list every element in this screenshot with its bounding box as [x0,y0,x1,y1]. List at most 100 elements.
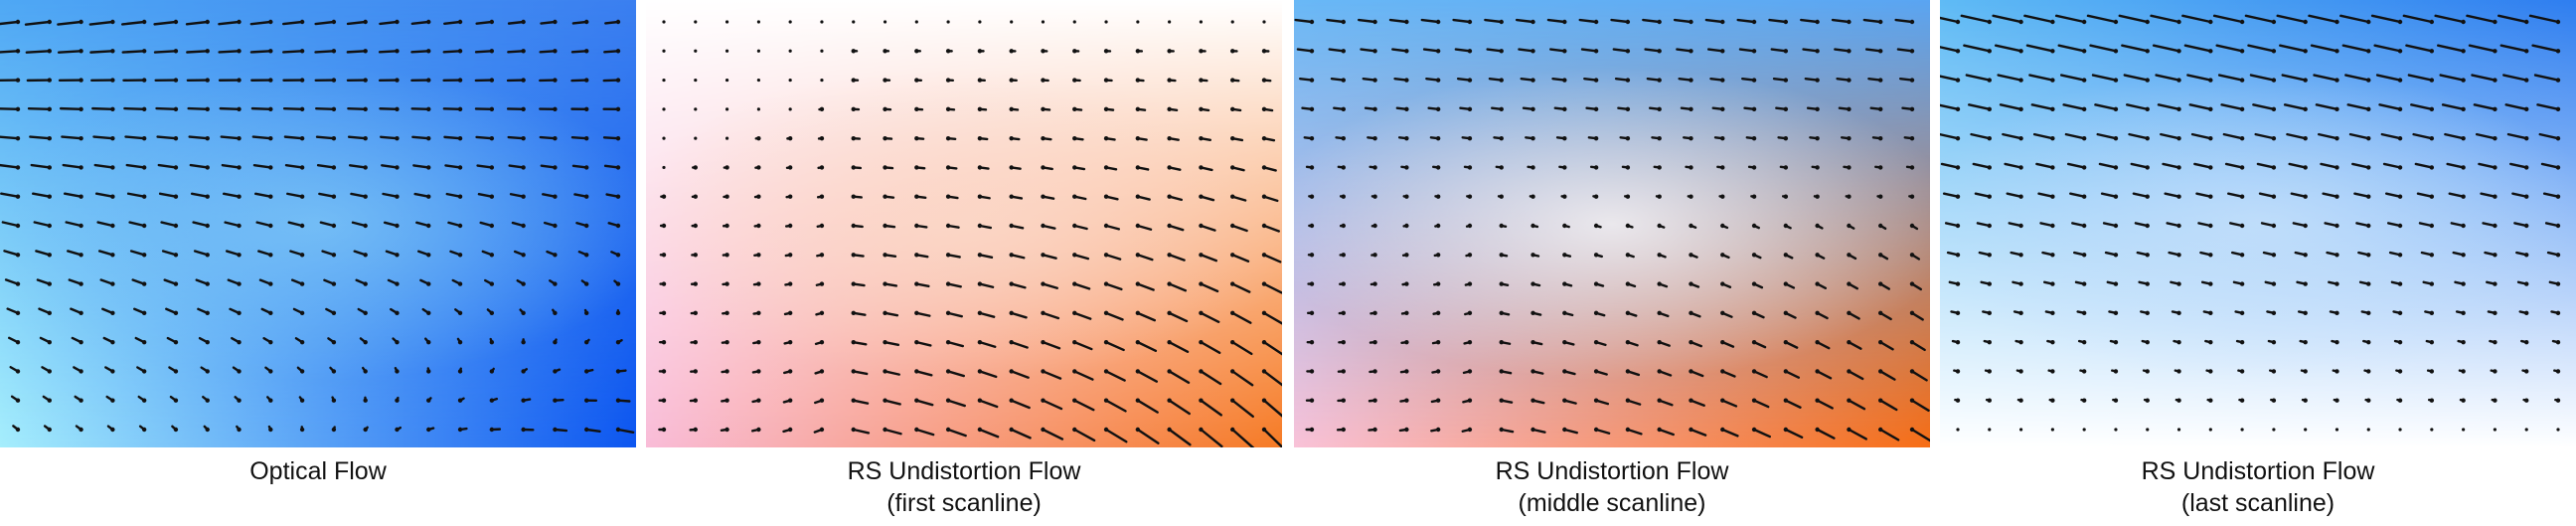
flow-arrow-head [2493,19,2497,25]
flow-arrow-head [1435,427,1441,433]
flow-arrow-head [1467,165,1473,170]
flow-arrow-head [1103,78,1109,83]
flow-arrow-head [1987,106,1992,112]
flow-arrow-head [1404,369,1409,374]
flow-arrow-head [1720,78,1725,83]
flow-arrow [1992,14,2022,24]
flow-arrow-head [79,339,83,345]
flow-arrow [249,50,272,54]
flow-arrow-head [457,398,463,403]
flow-arrow-head [1847,49,1852,54]
flow-arrow-head [110,369,115,374]
flow-arrow-head [110,165,115,170]
flow-arrow-head [1230,165,1235,170]
flow-arrow-head [553,19,558,25]
flow-dot [1136,20,1140,24]
flow-arrow-head [1341,281,1346,286]
flow-arrow-head [1230,49,1235,54]
flow-arrow-head [1657,78,1662,83]
flow-arrow-head [1783,369,1789,374]
flow-arrow-head [1103,310,1109,316]
flow-arrow-head [489,339,495,345]
flow-arrow-head [79,165,83,170]
flow-arrow-head [1261,398,1267,403]
flow-arrow [1752,370,1768,379]
flow-arrow-head [1499,427,1504,433]
flow-arrow-head [2429,165,2435,170]
flow-arrow-head [2239,19,2245,25]
flow-arrow [1136,428,1160,444]
flow-arrow-head [2018,49,2023,54]
flow-arrow [1136,224,1153,231]
flow-arrow [62,163,82,169]
flow-arrow-head [1341,253,1346,258]
flow-arrow [89,50,114,54]
flow-arrow-head [2429,78,2435,83]
flow-arrow-head [363,369,368,374]
flow-arrow-head [1467,369,1473,374]
flow-arrow-head [1499,398,1504,403]
flow-arrow-head [299,223,305,229]
flow-arrow [2536,103,2560,111]
flow-arrow-head [1530,310,1535,316]
flow-arrow-head [553,135,558,141]
flow-arrow-head [584,339,589,345]
flow-arrow-head [2271,339,2277,345]
flow-dot [1104,20,1108,24]
flow-arrow-head [1847,19,1852,25]
flow-arrow-head [237,194,242,199]
flow-arrow-head [331,339,337,345]
flow-arrow-head [2555,78,2561,83]
flow-arrow-head [1955,165,1961,170]
flow-arrow [128,221,146,228]
flow-arrow-head [584,369,589,374]
flow-arrow-head [1230,135,1235,141]
flow-arrow-head [851,253,856,258]
flow-arrow [381,164,399,169]
flow-arrow-head [1041,165,1046,170]
flow-arrow [35,250,51,257]
flow-arrow-head [1467,194,1473,199]
flow-arrow-head [2081,49,2087,54]
flow-arrow [2150,14,2180,24]
flow-arrow-head [2050,281,2055,286]
flow-arrow [1968,103,1991,111]
flow-arrow-head [1041,310,1046,316]
flow-arrow-head [237,223,242,229]
flow-dot [1041,20,1046,24]
flow-arrow-head [2271,369,2277,374]
flow-arrow-head [819,339,825,345]
flow-arrow [251,135,272,140]
flow-arrow [94,192,114,198]
flow-arrow-head [1815,78,1820,83]
flow-color-background [1940,0,2576,447]
flow-arrow-head [457,369,463,374]
flow-arrow [2436,44,2465,53]
flow-vectors [0,19,635,435]
flow-arrow [2227,192,2244,198]
flow-arrow-head [1041,369,1046,374]
flow-arrow-head [2145,78,2150,83]
flow-arrow-head [2113,223,2119,229]
flow-arrow-head [1720,369,1725,374]
flow-arrow-head [1815,427,1820,433]
flow-arrow-head [1435,398,1441,403]
flow-arrow-head [237,135,242,141]
flow-arrow-head [2113,253,2119,258]
flow-arrow-head [1230,310,1235,316]
flow-arrow-head [2050,135,2055,141]
flow-arrow-head [2555,19,2561,25]
flow-arrow-head [268,194,273,199]
flow-arrow-head [205,19,210,25]
flow-arrow-head [426,281,431,286]
flow-arrow-head [363,281,368,286]
flow-arrow-head [110,310,115,316]
flow-arrow [2091,74,2118,82]
flow-arrow-head [1199,253,1204,258]
flow-arrow-head [1009,165,1014,170]
flow-arrow-head [2555,49,2561,54]
flow-arrow-head [584,78,589,83]
flow-arrow-head [205,49,210,54]
flow-arrow-head [1341,427,1346,433]
flow-arrow-head [2113,310,2119,316]
